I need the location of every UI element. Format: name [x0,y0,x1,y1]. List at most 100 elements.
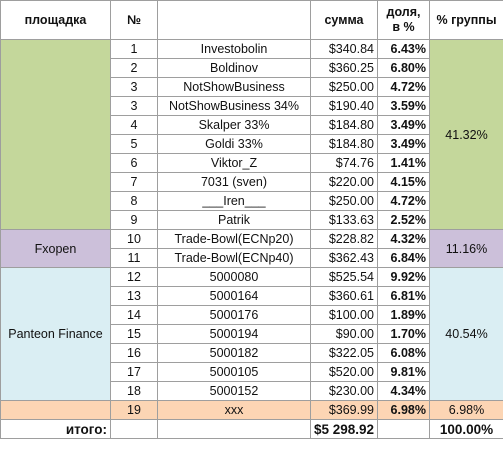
totals-label[interactable]: итого: [0,419,111,439]
account-cell[interactable]: xxx [157,400,311,420]
account-cell[interactable]: Viktor_Z [157,153,311,173]
sum-cell[interactable]: $133.63 [310,210,378,230]
sum-cell[interactable]: $369.99 [310,400,378,420]
group-share-cell[interactable]: 11.16% [429,229,503,268]
account-cell[interactable]: 5000176 [157,305,311,325]
number-cell[interactable]: 12 [110,267,158,287]
account-cell[interactable]: 5000105 [157,362,311,382]
share-cell[interactable]: 2.52% [377,210,430,230]
header-account[interactable] [157,0,311,40]
account-cell[interactable]: Skalper 33% [157,115,311,135]
sum-cell[interactable]: $74.76 [310,153,378,173]
account-cell[interactable]: 5000194 [157,324,311,344]
number-cell[interactable]: 15 [110,324,158,344]
header-sum[interactable]: сумма [310,0,378,40]
sum-cell[interactable]: $340.84 [310,39,378,59]
account-cell[interactable]: 5000182 [157,343,311,363]
sum-cell[interactable]: $100.00 [310,305,378,325]
share-cell[interactable]: 3.49% [377,134,430,154]
share-cell[interactable]: 6.08% [377,343,430,363]
number-cell[interactable]: 18 [110,381,158,401]
platform-cell[interactable]: Fxopen [0,229,111,268]
share-cell[interactable]: 4.72% [377,77,430,97]
number-cell[interactable]: 8 [110,191,158,211]
account-cell[interactable]: Investobolin [157,39,311,59]
account-cell[interactable]: 5000164 [157,286,311,306]
totals-empty-1[interactable] [110,419,158,439]
number-cell[interactable]: 5 [110,134,158,154]
account-cell[interactable]: 5000080 [157,267,311,287]
share-cell[interactable]: 3.59% [377,96,430,116]
number-cell[interactable]: 13 [110,286,158,306]
header-number[interactable]: № [110,0,158,40]
number-cell[interactable]: 2 [110,58,158,78]
sum-cell[interactable]: $322.05 [310,343,378,363]
account-cell[interactable]: Goldi 33% [157,134,311,154]
number-cell[interactable]: 9 [110,210,158,230]
share-cell[interactable]: 4.15% [377,172,430,192]
sum-cell[interactable]: $184.80 [310,134,378,154]
platform-cell[interactable] [0,39,111,230]
sum-cell[interactable]: $525.54 [310,267,378,287]
number-cell[interactable]: 17 [110,362,158,382]
share-cell[interactable]: 1.70% [377,324,430,344]
number-cell[interactable]: 10 [110,229,158,249]
account-cell[interactable]: 5000152 [157,381,311,401]
account-cell[interactable]: 7031 (sven) [157,172,311,192]
sum-cell[interactable]: $250.00 [310,77,378,97]
sum-cell[interactable]: $520.00 [310,362,378,382]
share-cell[interactable]: 4.32% [377,229,430,249]
header-share[interactable]: доля, в % [377,0,430,40]
number-cell[interactable]: 14 [110,305,158,325]
share-cell[interactable]: 1.89% [377,305,430,325]
share-cell[interactable]: 6.80% [377,58,430,78]
platform-cell[interactable] [0,400,111,420]
account-cell[interactable]: Trade-Bowl(ECNp20) [157,229,311,249]
number-cell[interactable]: 3 [110,96,158,116]
totals-empty-2[interactable] [157,419,311,439]
number-cell[interactable]: 16 [110,343,158,363]
account-cell[interactable]: Trade-Bowl(ECNp40) [157,248,311,268]
account-cell[interactable]: Boldinov [157,58,311,78]
number-cell[interactable]: 7 [110,172,158,192]
sum-cell[interactable]: $190.40 [310,96,378,116]
sum-cell[interactable]: $184.80 [310,115,378,135]
number-cell[interactable]: 3 [110,77,158,97]
header-group-share[interactable]: % группы [429,0,503,40]
account-cell[interactable]: ___Iren___ [157,191,311,211]
account-cell[interactable]: NotShowBusiness 34% [157,96,311,116]
share-cell[interactable]: 3.49% [377,115,430,135]
share-cell[interactable]: 6.81% [377,286,430,306]
number-cell[interactable]: 1 [110,39,158,59]
header-platform[interactable]: площадка [0,0,111,40]
group-share-cell[interactable]: 40.54% [429,267,503,401]
share-cell[interactable]: 6.84% [377,248,430,268]
totals-sum[interactable]: $5 298.92 [310,419,378,439]
totals-group-share[interactable]: 100.00% [429,419,503,439]
number-cell[interactable]: 4 [110,115,158,135]
sum-cell[interactable]: $230.00 [310,381,378,401]
number-cell[interactable]: 11 [110,248,158,268]
share-cell[interactable]: 4.72% [377,191,430,211]
sum-cell[interactable]: $362.43 [310,248,378,268]
number-cell[interactable]: 19 [110,400,158,420]
share-cell[interactable]: 1.41% [377,153,430,173]
sum-cell[interactable]: $360.61 [310,286,378,306]
sum-cell[interactable]: $220.00 [310,172,378,192]
platform-cell[interactable]: Panteon Finance [0,267,111,401]
number-cell[interactable]: 6 [110,153,158,173]
sum-cell[interactable]: $250.00 [310,191,378,211]
share-cell[interactable]: 4.34% [377,381,430,401]
account-cell[interactable]: Patrik [157,210,311,230]
share-cell[interactable]: 6.98% [377,400,430,420]
group-share-cell[interactable]: 6.98% [429,400,503,420]
totals-empty-3[interactable] [377,419,430,439]
share-cell[interactable]: 9.81% [377,362,430,382]
share-cell[interactable]: 6.43% [377,39,430,59]
share-cell[interactable]: 9.92% [377,267,430,287]
account-cell[interactable]: NotShowBusiness [157,77,311,97]
sum-cell[interactable]: $90.00 [310,324,378,344]
sum-cell[interactable]: $360.25 [310,58,378,78]
group-share-cell[interactable]: 41.32% [429,39,503,230]
sum-cell[interactable]: $228.82 [310,229,378,249]
